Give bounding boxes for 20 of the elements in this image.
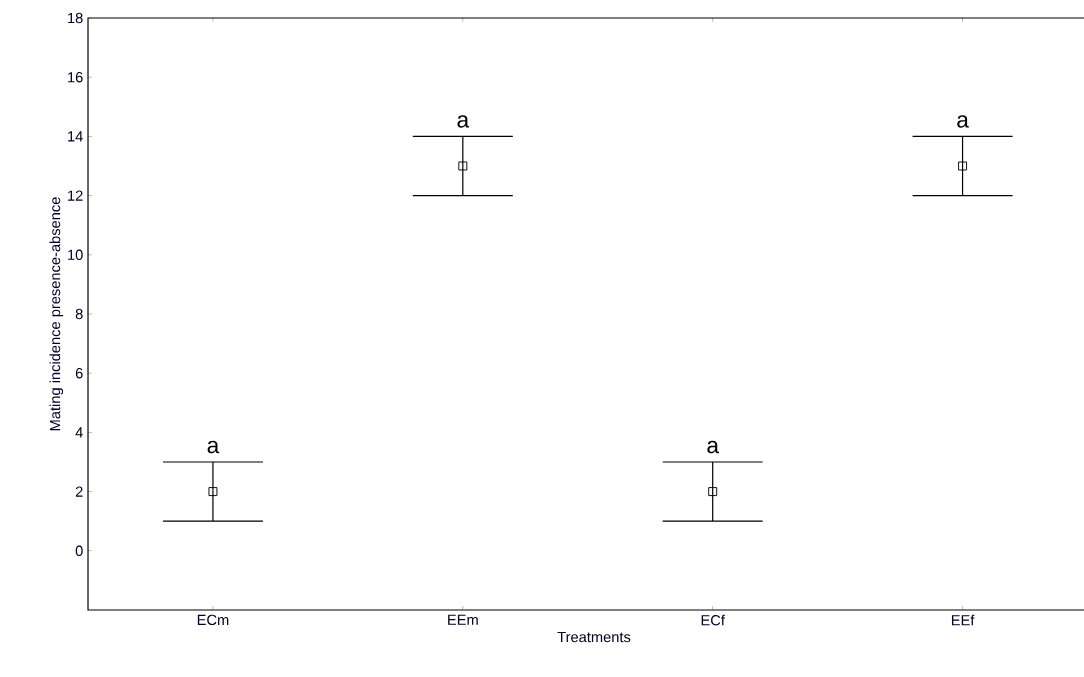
y-tick-label: 10 — [68, 249, 83, 260]
annotation: a — [457, 115, 470, 128]
y-tick-label: 8 — [75, 308, 83, 320]
y-tick-label: 14 — [68, 131, 83, 142]
x-tick-label: EEf — [951, 614, 975, 626]
y-tick-label: 18 — [68, 12, 83, 24]
x-tick-label: ECf — [701, 614, 725, 626]
annotation: a — [957, 115, 969, 128]
x-tick-label: EEm — [448, 614, 478, 625]
x-tick-label: ECm — [197, 614, 229, 626]
y-tick-label: 16 — [68, 72, 83, 83]
y-tick-label: 4 — [75, 427, 83, 438]
annotation: a — [707, 440, 719, 454]
y-tick-label: 2 — [75, 486, 83, 497]
annotation: a — [207, 440, 220, 454]
x-axis-title: Treatments — [557, 631, 631, 643]
y-tick-label: 12 — [68, 190, 83, 201]
y-axis-title: Mating incidence presence-absence — [49, 197, 64, 431]
y-tick-label: 0 — [75, 545, 83, 556]
y-tick-label: 6 — [75, 368, 83, 379]
